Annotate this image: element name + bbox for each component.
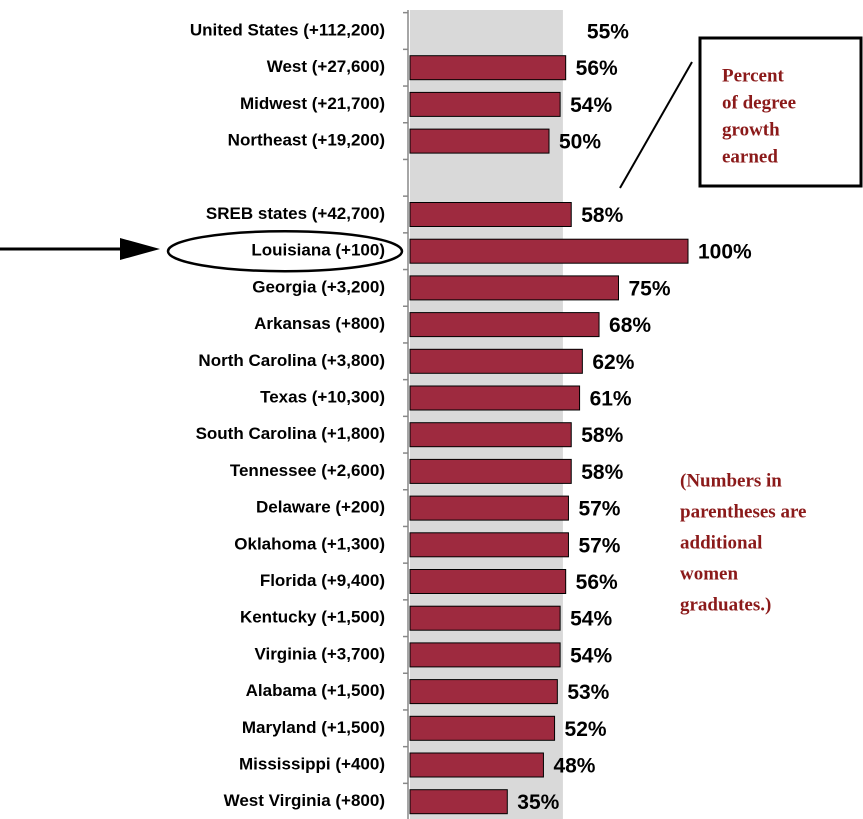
value-label: 61% — [590, 388, 632, 411]
bar — [409, 532, 569, 558]
value-label: 50% — [559, 131, 601, 154]
value-label: 56% — [576, 571, 618, 594]
category-label: Alabama (+1,500) — [246, 681, 385, 700]
annotation-text: women — [680, 563, 738, 584]
category-label: West (+27,600) — [267, 57, 385, 76]
bar — [409, 458, 572, 484]
annotation-text: growth — [722, 119, 780, 140]
category-label: Mississippi (+400) — [239, 754, 385, 773]
category-label: Northeast (+19,200) — [228, 131, 385, 150]
category-label: Tennessee (+2,600) — [230, 461, 385, 480]
bar — [409, 715, 556, 741]
value-label: 48% — [553, 755, 595, 778]
category-label: Georgia (+3,200) — [252, 277, 385, 296]
bar — [409, 679, 558, 705]
highlight-ellipse — [166, 229, 404, 273]
category-label: Maryland (+1,500) — [242, 718, 385, 737]
value-label: 58% — [581, 204, 623, 227]
bar — [409, 569, 567, 594]
category-label: Florida (+9,400) — [260, 571, 385, 590]
category-label: Kentucky (+1,500) — [240, 608, 385, 627]
category-label: Oklahoma (+1,300) — [234, 534, 385, 553]
bar — [409, 238, 689, 264]
bar — [409, 752, 544, 778]
value-label: 57% — [578, 498, 620, 521]
category-label: Arkansas (+800) — [254, 314, 385, 333]
category-label: Texas (+10,300) — [260, 387, 385, 406]
value-label: 100% — [698, 241, 752, 264]
annotation-text: additional — [680, 532, 762, 553]
category-label: Delaware (+200) — [256, 498, 385, 517]
value-label: 56% — [576, 57, 618, 80]
value-label: 54% — [570, 94, 612, 117]
value-label: 52% — [565, 718, 607, 741]
category-label: SREB states (+42,700) — [206, 204, 385, 223]
annotation-text: earned — [722, 146, 778, 167]
value-label: 35% — [517, 791, 559, 814]
category-label: West Virginia (+800) — [224, 791, 385, 810]
bar — [409, 128, 550, 154]
bar — [409, 91, 561, 117]
value-label: 55% — [587, 21, 629, 44]
category-label: South Carolina (+1,800) — [196, 424, 385, 443]
value-label: 58% — [581, 461, 623, 484]
bar — [409, 348, 583, 374]
bar — [409, 789, 508, 815]
value-label: 53% — [567, 681, 609, 704]
bar — [409, 495, 569, 521]
bar — [409, 605, 561, 631]
bar — [409, 642, 561, 668]
value-label: 58% — [581, 424, 623, 447]
bar — [409, 385, 581, 411]
arrow-head — [120, 238, 160, 260]
category-label: Midwest (+21,700) — [240, 94, 385, 113]
category-label: North Carolina (+3,800) — [198, 351, 385, 370]
annotation-text: Percent — [722, 65, 785, 86]
annotation-box — [698, 36, 863, 188]
annotation-pointer — [619, 61, 693, 189]
value-label: 75% — [629, 277, 671, 300]
value-label: 62% — [592, 351, 634, 374]
bar — [409, 422, 572, 448]
value-label: 68% — [609, 314, 651, 337]
bar — [409, 55, 567, 81]
category-label: Virginia (+3,700) — [254, 644, 385, 663]
value-label: 57% — [578, 534, 620, 557]
annotation-text: of degree — [722, 92, 796, 113]
bar — [409, 275, 619, 301]
bar — [409, 312, 600, 338]
annotation-text: graduates.) — [680, 594, 771, 615]
category-label: United States (+112,200) — [190, 20, 385, 39]
value-label: 54% — [570, 644, 612, 667]
category-label: Louisiana (+100) — [251, 241, 385, 260]
bar — [409, 202, 572, 227]
annotation-text: parentheses are — [680, 501, 806, 522]
value-label: 54% — [570, 608, 612, 631]
annotation-text: (Numbers in — [680, 470, 782, 491]
